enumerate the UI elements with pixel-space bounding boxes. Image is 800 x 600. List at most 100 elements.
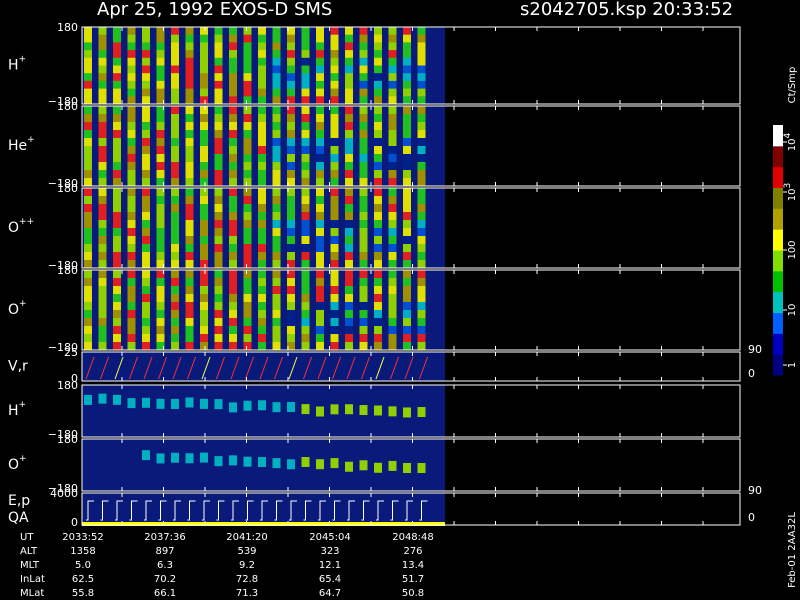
spectrogram-cell [113, 57, 121, 66]
spectrogram-cell [84, 228, 92, 237]
spectrogram-cell [142, 244, 150, 253]
spectrogram-cell [243, 286, 252, 295]
spectrogram-cell [403, 57, 411, 66]
spectrogram-cell [127, 334, 136, 343]
spectrogram-cell [142, 450, 150, 461]
spectrogram-cell [345, 34, 353, 43]
spectrogram-cell [374, 228, 382, 237]
spectrogram-cell [272, 244, 281, 253]
panel-frame [81, 105, 741, 187]
spectrogram-cell [243, 154, 252, 163]
label-text: E,p [8, 493, 30, 509]
trace [332, 356, 341, 380]
spectrogram-cell [171, 138, 179, 147]
spectrogram-cell [417, 88, 426, 97]
spectrogram-cell [214, 130, 223, 139]
spectrogram-cell [272, 96, 281, 105]
spectrogram-cell [171, 96, 179, 105]
spectrogram-cell [156, 42, 165, 51]
spectrogram-cell [374, 42, 382, 51]
file-label: s2042705.ksp 20:33:52 [520, 0, 733, 20]
spectrogram-cell [229, 278, 237, 287]
spectrogram-cell [243, 122, 252, 131]
spectrogram-cell [359, 170, 368, 179]
spectrogram-cell [403, 407, 411, 418]
spectrogram-cell [113, 204, 121, 213]
spectrogram-cell [98, 334, 107, 343]
y-tick-label: 0 [71, 516, 78, 529]
spectrogram-cell [388, 334, 397, 343]
spectrogram-cell [185, 138, 194, 147]
spectrogram-cell [388, 318, 397, 327]
spectrogram-cell [316, 138, 324, 147]
cell: 13.4 [402, 560, 424, 571]
spectrogram-cell [272, 342, 281, 351]
spectrogram-cell [287, 236, 295, 245]
spectrogram-cell [200, 270, 208, 279]
spectrogram-cell [417, 228, 426, 237]
spectrogram-cell [403, 270, 411, 279]
spectrogram-cell [171, 65, 179, 74]
spectrogram-cell [345, 334, 353, 343]
spectrogram-cell [84, 130, 92, 139]
colorbar-cell [773, 333, 783, 355]
spectrogram-cell [287, 286, 295, 295]
spectrogram-cell [403, 146, 411, 155]
spectrogram-cell [243, 212, 252, 221]
spectrogram-cell [417, 334, 426, 343]
spectrogram-cell [330, 65, 339, 74]
spectrogram-cell [403, 130, 411, 139]
spectrogram-cell [388, 188, 397, 197]
spectrogram-cell [113, 122, 121, 131]
spectrogram-cell [301, 154, 310, 163]
spectrogram-cell [388, 286, 397, 295]
spectrogram-cell [84, 310, 92, 319]
spectrogram-cell [185, 302, 194, 311]
spectrogram-cell [359, 50, 368, 59]
trace [332, 500, 341, 521]
spectrogram-cell [388, 73, 397, 82]
spectrogram-cell [374, 96, 382, 105]
spectrogram-cell [113, 394, 121, 405]
spectrogram-cell [330, 318, 339, 327]
y-tick-label: 0 [71, 372, 78, 385]
spectrogram-cell [142, 154, 150, 163]
spectrogram-cell [113, 73, 121, 82]
spectrogram-cell [156, 96, 165, 105]
panel-frame [81, 351, 741, 382]
spectrogram-cell [156, 130, 165, 139]
spectrogram-cell [359, 80, 368, 90]
spectrogram-cell [403, 220, 411, 229]
spectrogram-cell [113, 236, 121, 245]
spectrogram-cell [316, 42, 324, 51]
spectrogram-cell [200, 88, 208, 97]
spectrogram-cell [98, 260, 107, 269]
spectrogram-cell [229, 146, 237, 155]
spectrogram-cell [403, 334, 411, 343]
spectrogram-cell [374, 114, 382, 123]
spectrogram-cell [84, 286, 92, 295]
spectrogram-cell [156, 80, 165, 90]
panel-label: V,r [8, 359, 28, 375]
spectrogram-cell [359, 270, 368, 279]
spectrogram-cell [330, 114, 339, 123]
spectrogram-cell [229, 260, 237, 269]
spectrogram-cell [229, 42, 237, 51]
spectrogram-cell [171, 27, 179, 36]
spectrogram-cell [403, 318, 411, 327]
cell: 2037:36 [144, 532, 186, 543]
spectrogram-cell [229, 236, 237, 245]
spectrogram-cell [272, 188, 281, 197]
spectrogram-cell [229, 228, 237, 237]
spectrogram-cell [388, 170, 397, 179]
y-tick-label: −180 [48, 177, 78, 190]
spectrogram-cell [84, 236, 92, 245]
spectrogram-cell [388, 294, 397, 303]
spectrogram-cell [316, 204, 324, 213]
spectrogram-cell [229, 106, 237, 115]
spectrogram-cell [345, 204, 353, 213]
spectrogram-cell [345, 114, 353, 123]
spectrogram-cell [374, 65, 382, 74]
spectrogram-cell [127, 154, 136, 163]
spectrogram-cell [345, 65, 353, 74]
